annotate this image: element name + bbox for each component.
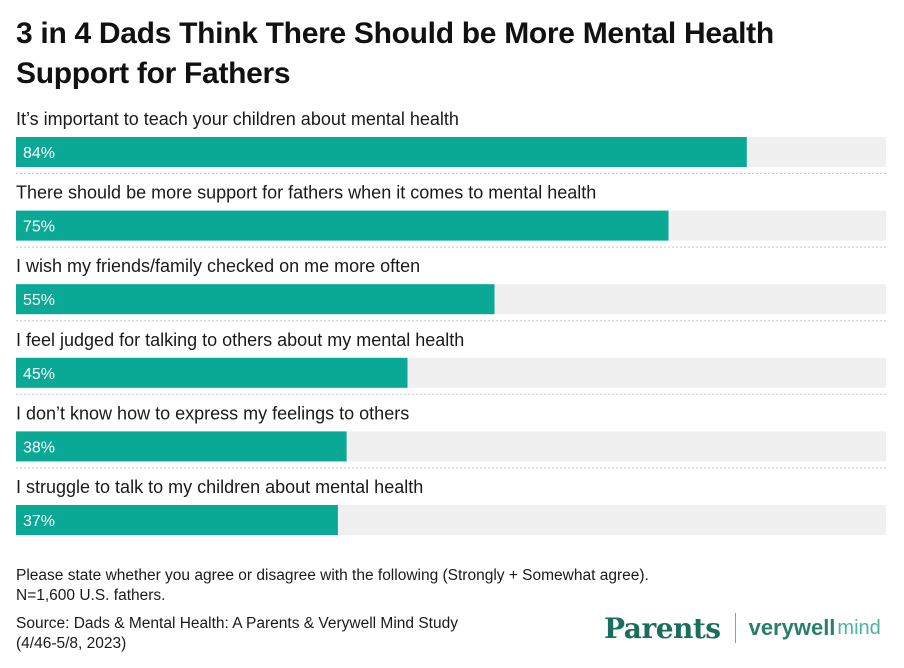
verywell-logo: verywell [748, 615, 836, 640]
bar [16, 431, 347, 462]
bar-value-label: 75% [23, 219, 55, 236]
category-label: There should be more support for fathers… [16, 183, 596, 203]
bar-value-label: 55% [23, 292, 55, 309]
source-note: Source: Dads & Mental Health: A Parents … [16, 615, 458, 632]
category-label: I wish my friends/family checked on me m… [16, 256, 420, 276]
category-label: It’s important to teach your children ab… [16, 109, 459, 129]
category-label: I feel judged for talking to others abou… [16, 330, 464, 350]
logo-divider [734, 613, 736, 643]
bar [16, 210, 669, 241]
bar-value-label: 45% [23, 366, 55, 383]
bar [16, 357, 408, 388]
category-label: I struggle to talk to my children about … [16, 477, 423, 497]
sample-size-note: N=1,600 U.S. fathers. [16, 587, 166, 604]
bar-value-label: 84% [23, 145, 55, 162]
parents-logo: Parents [604, 611, 721, 645]
bar [16, 137, 747, 167]
mind-logo: mind [837, 616, 881, 639]
brand-logos: Parents verywell mind [604, 608, 894, 648]
source-date-note: (4/46-5/8, 2023) [16, 635, 127, 652]
chart-title: 3 in 4 Dads Think There Should be More M… [16, 17, 774, 90]
survey-question-note: Please state whether you agree or disagr… [16, 567, 649, 584]
bar [16, 505, 338, 535]
bar [16, 284, 495, 315]
bar-value-label: 38% [23, 439, 55, 456]
bar-value-label: 37% [23, 513, 55, 530]
category-label: I don’t know how to express my feelings … [16, 403, 409, 423]
